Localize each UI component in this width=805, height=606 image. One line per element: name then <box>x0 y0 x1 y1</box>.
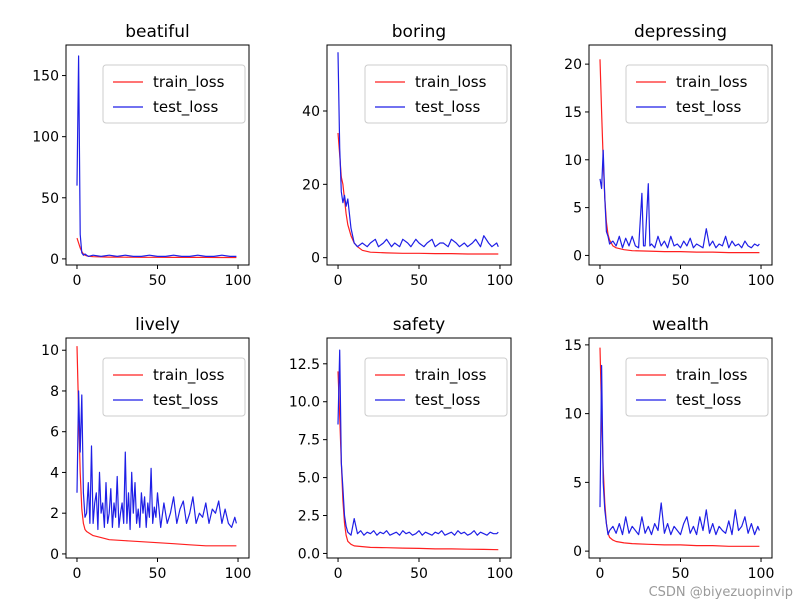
legend-label: test_loss <box>153 391 218 410</box>
y-tick-label: 5.0 <box>298 471 320 487</box>
y-tick-label: 10.0 <box>289 395 320 411</box>
y-tick-label: 15 <box>564 338 582 354</box>
x-tick-label: 0 <box>73 566 82 582</box>
subplot-lively: lively 0 50 100 0 2 4 6 8 10 train_loss test_loss <box>41 315 251 582</box>
x-tick-label: 100 <box>748 566 775 582</box>
x-tick-label: 100 <box>487 566 514 582</box>
x-tick-label: 0 <box>596 566 605 582</box>
series-line-test-loss <box>76 55 237 257</box>
series-line-test-loss <box>599 364 760 536</box>
y-tick-label: 0 <box>573 248 582 264</box>
x-tick-label: 100 <box>487 273 514 289</box>
legend-label: test_loss <box>415 98 480 117</box>
legend: train_loss test_loss <box>364 357 508 417</box>
y-tick-label: 50 <box>41 191 59 207</box>
subplot-beatiful: beatiful 0 50 100 0 50 100 150 train_loss test_lo… <box>32 22 251 289</box>
y-tick-label: 10 <box>564 407 582 423</box>
series-line-test-loss <box>337 52 499 248</box>
legend-box <box>364 357 508 417</box>
y-tick-label: 20 <box>564 57 582 73</box>
legend-label: train_loss <box>676 73 748 92</box>
legend-label: test_loss <box>415 391 480 410</box>
legend-label: train_loss <box>153 73 225 92</box>
x-tick-label: 100 <box>225 273 252 289</box>
series-line-train-loss <box>337 371 499 551</box>
y-tick-label: 10 <box>564 153 582 169</box>
legend-box <box>364 64 508 124</box>
y-tick-label: 10 <box>41 343 59 359</box>
chart-title: safety <box>393 315 445 335</box>
series-line-train-loss <box>76 237 237 259</box>
y-tick-label: 20 <box>302 177 320 193</box>
y-tick-label: 150 <box>32 69 59 85</box>
y-tick-label: 0 <box>50 252 59 268</box>
legend: train_loss test_loss <box>364 64 508 124</box>
subplot-boring: boring 0 50 100 0 20 40 train_loss test_loss <box>302 22 513 289</box>
chart-title: depressing <box>634 22 727 42</box>
legend-label: test_loss <box>153 98 218 117</box>
legend-label: train_loss <box>153 366 225 385</box>
series-line-test-loss <box>76 390 237 531</box>
chart-title: wealth <box>652 315 709 335</box>
x-tick-label: 50 <box>149 566 167 582</box>
y-tick-label: 5 <box>573 475 582 491</box>
y-tick-label: 0 <box>573 544 582 560</box>
x-tick-label: 100 <box>225 566 252 582</box>
legend: train_loss test_loss <box>102 64 246 124</box>
watermark: CSDN @biyezuopinvip <box>648 585 793 600</box>
series-line-test-loss <box>337 349 499 536</box>
series-line-train-loss <box>337 132 499 255</box>
series-line-train-loss <box>76 346 237 547</box>
x-tick-label: 50 <box>410 566 428 582</box>
legend: train_loss test_loss <box>102 357 246 417</box>
y-tick-label: 12.5 <box>289 357 320 373</box>
x-tick-label: 50 <box>410 273 428 289</box>
y-tick-label: 40 <box>302 104 320 120</box>
subplot-depressing: depressing 0 50 100 0 5 10 15 20 train_loss test_l… <box>564 22 774 289</box>
x-tick-label: 0 <box>73 273 82 289</box>
legend-box <box>102 64 246 124</box>
y-tick-label: 2.5 <box>298 509 320 525</box>
chart-title: lively <box>135 315 180 335</box>
y-tick-label: 7.5 <box>298 433 320 449</box>
x-tick-label: 0 <box>334 566 343 582</box>
y-tick-label: 4 <box>50 465 59 481</box>
y-tick-label: 0 <box>311 251 320 267</box>
x-tick-label: 50 <box>672 273 690 289</box>
y-tick-label: 0.0 <box>298 546 320 562</box>
legend-box <box>625 357 769 417</box>
legend-label: train_loss <box>415 366 487 385</box>
legend-label: test_loss <box>676 391 741 410</box>
y-tick-label: 8 <box>50 384 59 400</box>
y-tick-label: 0 <box>50 547 59 563</box>
x-tick-label: 100 <box>748 273 775 289</box>
y-tick-label: 2 <box>50 506 59 522</box>
legend-box <box>102 357 246 417</box>
legend-label: train_loss <box>415 73 487 92</box>
y-tick-label: 15 <box>564 105 582 121</box>
y-tick-label: 6 <box>50 425 59 441</box>
y-tick-label: 5 <box>573 201 582 217</box>
legend: train_loss test_loss <box>625 357 769 417</box>
x-tick-label: 50 <box>149 273 167 289</box>
legend-label: train_loss <box>676 366 748 385</box>
subplot-wealth: wealth 0 50 100 0 5 10 15 train_loss test_loss <box>564 315 774 582</box>
legend: train_loss test_loss <box>625 64 769 124</box>
y-tick-label: 100 <box>32 130 59 146</box>
series-line-test-loss <box>599 149 760 249</box>
x-tick-label: 0 <box>334 273 343 289</box>
chart-title: beatiful <box>125 22 190 42</box>
subplot-safety: safety 0 50 100 0.0 2.5 5.0 7.5 10.0 12.5 train_lo… <box>289 315 513 582</box>
chart-title: boring <box>392 22 446 42</box>
x-tick-label: 0 <box>596 273 605 289</box>
legend-label: test_loss <box>676 98 741 117</box>
x-tick-label: 50 <box>672 566 690 582</box>
legend-box <box>625 64 769 124</box>
